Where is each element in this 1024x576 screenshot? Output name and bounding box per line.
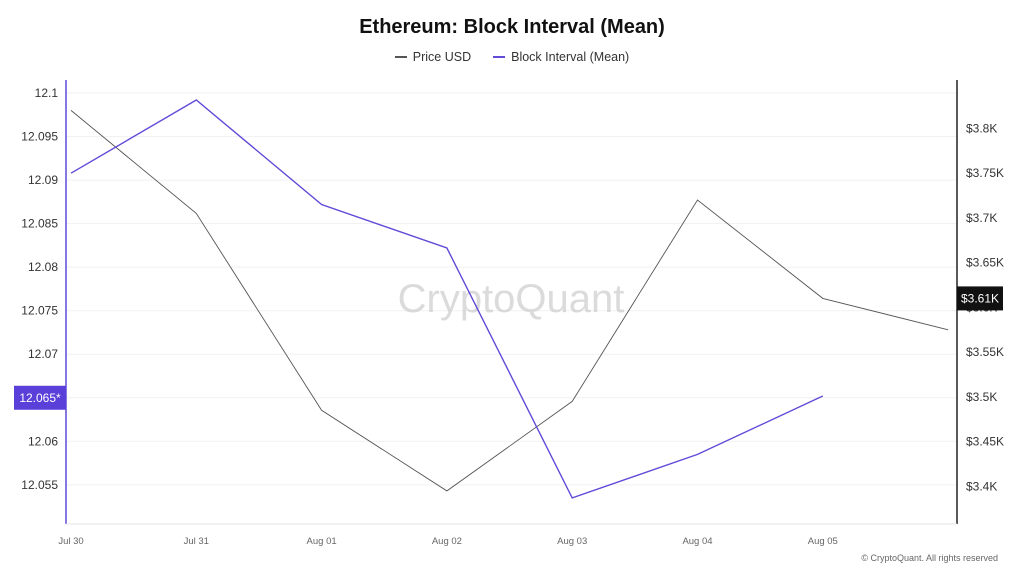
series-line-price (70, 110, 949, 492)
y-right-tick-label: $3.4K (966, 479, 997, 493)
y-left-highlight-label: 12.065* (19, 391, 61, 405)
copyright-notice: © CryptoQuant. All rights reserved (861, 553, 998, 563)
y-right-tick-label: $3.5K (966, 390, 997, 404)
x-tick-label: Jul 31 (184, 536, 209, 547)
y-right-tick-label: $3.55K (966, 345, 1004, 359)
legend-item-block-interval[interactable]: Block Interval (Mean) (493, 50, 629, 64)
x-tick-label: Aug 03 (557, 536, 587, 547)
x-tick-label: Aug 04 (682, 536, 712, 547)
y-left-tick-label: 12.075 (21, 304, 58, 318)
y-left-tick-label: 12.09 (28, 173, 58, 187)
x-tick-label: Jul 30 (58, 536, 83, 547)
legend-item-price[interactable]: Price USD (394, 50, 472, 64)
x-tick-label: Aug 01 (307, 536, 337, 547)
legend-label-price: Price USD (412, 50, 472, 64)
y-left-tick-label: 12.1 (35, 86, 59, 100)
legend-label-block-interval: Block Interval (Mean) (511, 50, 630, 64)
x-tick-label: Aug 05 (808, 536, 838, 547)
y-right-tick-label: $3.8K (966, 121, 997, 135)
y-left-tick-label: 12.095 (21, 130, 58, 144)
y-left-tick-label: 12.055 (21, 478, 58, 492)
series-line-block-interval (70, 99, 824, 499)
y-right-tick-label: $3.45K (966, 435, 1004, 449)
legend-swatch-price (394, 56, 407, 58)
y-right-tick-label: $3.75K (966, 166, 1004, 180)
y-right-highlight-label: $3.61K (961, 291, 999, 305)
y-left-tick-label: 12.085 (21, 217, 58, 231)
y-right-highlight-badge (957, 286, 1003, 311)
y-left-tick-label: 12.07 (28, 347, 58, 361)
y-right-tick-label: $3.65K (966, 256, 1004, 270)
watermark: CryptoQuant (398, 277, 625, 321)
y-right-tick-label: $3.7K (966, 211, 997, 225)
chart-legend: Price USD Block Interval (Mean) (0, 50, 1024, 64)
legend-swatch-block-interval (493, 56, 506, 58)
chart-title: Ethereum: Block Interval (Mean) (359, 16, 665, 38)
y-left-highlight-badge (14, 385, 66, 410)
y-left-tick-label: 12.08 (28, 260, 58, 274)
y-left-tick-label: 12.06 (28, 434, 58, 448)
x-tick-label: Aug 02 (432, 536, 462, 547)
